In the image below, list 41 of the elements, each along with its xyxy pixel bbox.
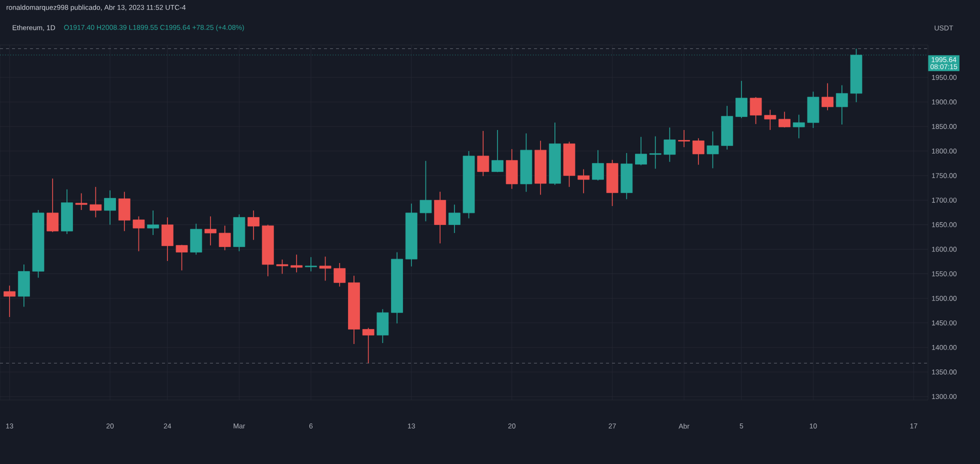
candlestick	[90, 186, 102, 218]
candlestick	[334, 262, 346, 287]
candlestick	[578, 168, 590, 194]
candlestick	[290, 254, 303, 273]
candlestick	[147, 210, 160, 236]
candlestick	[319, 256, 332, 282]
candlestick	[46, 178, 59, 232]
candlestick	[118, 191, 130, 232]
candlestick	[362, 327, 374, 364]
candlestick	[204, 216, 216, 246]
candlestick	[792, 114, 805, 139]
candlestick	[692, 138, 704, 166]
candlestick	[448, 204, 460, 234]
candlestick	[132, 216, 145, 252]
candlestick	[635, 136, 647, 166]
candlestick	[248, 210, 260, 240]
candlestick	[506, 148, 518, 190]
candlestick	[4, 285, 16, 318]
candlestick	[161, 216, 174, 262]
candlestick	[276, 259, 288, 274]
candlestick	[376, 308, 389, 344]
candlestick	[420, 160, 432, 222]
candlestick	[836, 84, 848, 125]
candlestick	[736, 80, 748, 119]
candlestick	[778, 111, 790, 128]
candlestick	[706, 131, 719, 169]
candlestick	[190, 223, 202, 256]
candlestick	[176, 244, 188, 271]
candlestick	[750, 96, 762, 124]
candlestick	[75, 192, 88, 210]
candlestick	[678, 130, 690, 148]
candlestick	[304, 256, 317, 272]
candlestick	[492, 130, 504, 173]
candlestick	[649, 136, 662, 170]
candlestick	[822, 82, 834, 111]
candlestick	[104, 190, 116, 226]
candlestick	[664, 127, 676, 162]
candlestick	[477, 130, 490, 176]
candlestick	[592, 150, 604, 181]
candlestick	[764, 109, 776, 130]
candlestick	[218, 225, 231, 251]
